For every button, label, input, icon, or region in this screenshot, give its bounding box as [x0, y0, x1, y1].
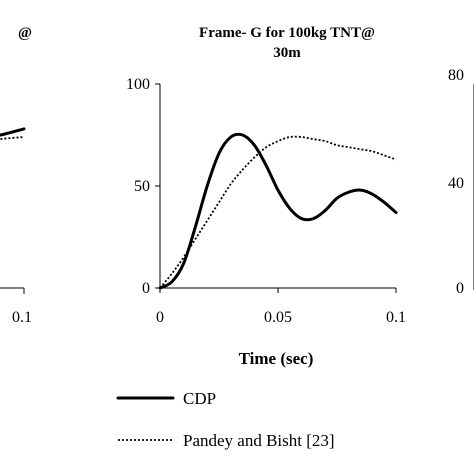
y-tick-label: 100	[126, 76, 150, 93]
chart-subtitle: 30m	[273, 45, 301, 61]
x-tick-label: 0.05	[264, 309, 292, 326]
legend-label-pandey-bisht: Pandey and Bisht [23]	[183, 431, 335, 450]
series-line-pandey-bisht	[159, 135, 397, 289]
chart-title: Frame- G for 100kg TNT@	[199, 25, 375, 41]
right-panel-y-tick-label: 0	[456, 280, 464, 297]
y-axis-ticks: 0 50 100	[126, 76, 160, 297]
right-panel: 80 40 0	[448, 67, 474, 297]
x-axis-label: Time (sec)	[239, 349, 314, 368]
x-tick-label: 0	[156, 309, 164, 326]
left-panel-x-tick-label: 0.1	[12, 309, 32, 326]
middle-panel: Frame- G for 100kg TNT@ 30m 0 50 100 0 0.05…	[126, 25, 406, 368]
x-axis-ticks: 0 0.05 0.1	[156, 288, 406, 326]
legend: CDP Pandey and Bisht [23]	[116, 389, 335, 450]
legend-label-cdp: CDP	[183, 389, 216, 408]
left-panel-cdp-line	[0, 127, 26, 137]
x-tick-label: 0.1	[386, 309, 406, 326]
left-panel-pandey-line	[0, 136, 25, 141]
series-line-cdp	[158, 132, 398, 290]
y-tick-label: 50	[134, 178, 150, 195]
left-panel-title-fragment: @	[18, 25, 32, 41]
right-panel-y-tick-label: 80	[448, 67, 464, 84]
y-tick-label: 0	[142, 280, 150, 297]
right-panel-y-tick-label: 40	[448, 175, 464, 192]
left-panel: @ 0.1	[0, 25, 32, 326]
